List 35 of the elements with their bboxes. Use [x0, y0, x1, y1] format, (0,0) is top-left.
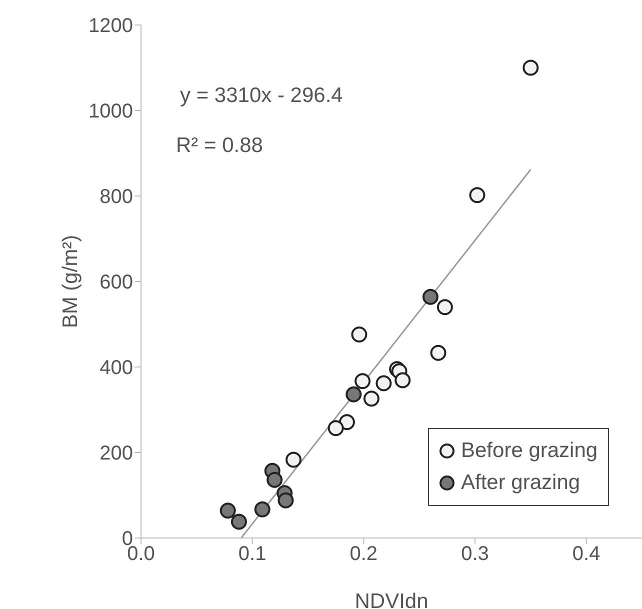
point [469, 187, 486, 204]
y-tick-label: 1200 [88, 15, 133, 38]
x-tick-label: 0.2 [350, 543, 378, 566]
y-tick-label: 800 [100, 186, 133, 208]
point [430, 344, 446, 361]
y-tick-label: 400 [100, 357, 133, 380]
point [394, 372, 411, 388]
x-tick-label: 0.4 [572, 543, 600, 566]
annotation: R² = 0.88 [176, 134, 263, 158]
y-tick-label: 1000 [88, 100, 133, 123]
y-axis-title: BM (g/m²) [59, 234, 82, 328]
point [351, 326, 368, 343]
point [422, 288, 438, 305]
x-tick-label: 0.1 [238, 543, 266, 566]
legend-label: After grazing [461, 470, 580, 496]
point [266, 472, 283, 488]
point [338, 414, 355, 430]
x-tick-label: 0.3 [461, 543, 489, 566]
point [522, 60, 539, 76]
legend-label: Before grazing [461, 438, 598, 464]
annotation: y = 3310x - 296.4 [180, 84, 343, 108]
point [254, 501, 270, 518]
x-axis-title: NDVIdn [354, 590, 428, 609]
y-tick-label: 200 [100, 442, 133, 465]
point [436, 299, 453, 316]
point [354, 373, 371, 390]
point [376, 375, 392, 392]
y-tick-label: 600 [100, 272, 133, 294]
point [278, 492, 294, 508]
point [363, 390, 380, 407]
point [286, 452, 302, 468]
point [230, 514, 247, 530]
point [220, 502, 236, 519]
point [328, 420, 344, 436]
point [346, 386, 362, 402]
